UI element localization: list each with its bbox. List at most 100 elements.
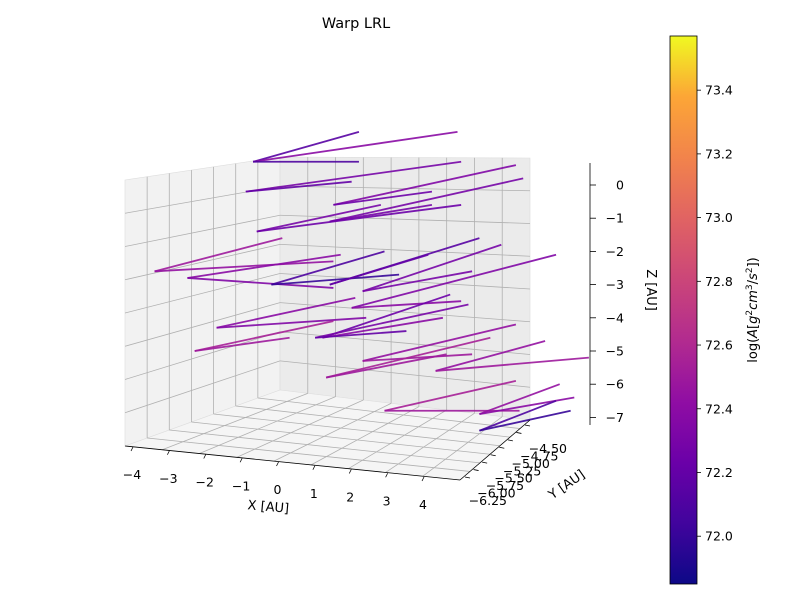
vector (154, 237, 283, 273)
colorbar-tick-label: 72.4 (705, 401, 733, 416)
x-tick-label: 0 (274, 482, 282, 497)
vector (252, 130, 458, 163)
grid-line (273, 402, 392, 462)
grid-line (169, 429, 481, 464)
grid-line (162, 392, 308, 451)
x-ticks: −4 −3 −2 −1 0 1 2 3 4 (123, 446, 427, 512)
vector (216, 316, 367, 329)
colorbar-label-part: 3 (745, 284, 755, 290)
colorbar-label-part: 2 (745, 267, 755, 273)
y-tick-mark (473, 469, 479, 471)
colorbar-tick-label: 73.4 (705, 83, 733, 98)
x-axis-label: X [AU] (247, 498, 290, 517)
vector (479, 383, 561, 415)
z-axis-label: Z [AU] (643, 269, 658, 311)
x-tick-label: −1 (232, 478, 250, 493)
vector (314, 303, 469, 339)
x-tick-label: 3 (383, 493, 391, 508)
vector (329, 177, 524, 223)
x-tick-mark (312, 465, 316, 470)
vector (325, 336, 491, 379)
y-tick-label: −4.75 (520, 448, 558, 463)
y-tick-mark (507, 439, 513, 442)
chart-title: Warp LRL (322, 16, 390, 32)
y-tick-label: −4.50 (529, 441, 567, 456)
y-axis-label: Y [AU] (545, 467, 588, 503)
vector (435, 356, 589, 372)
grid-line (310, 406, 420, 466)
grid-line (147, 437, 471, 472)
y-tick-mark (524, 424, 531, 427)
grid-line (236, 399, 364, 458)
x-tick-label: −4 (123, 467, 141, 482)
vector (187, 277, 334, 289)
vector (271, 250, 385, 286)
colorbar-label-part: ]) (746, 257, 761, 267)
x-tick-mark (167, 450, 170, 455)
x-tick-label: 4 (419, 497, 427, 512)
x-axis-line (124, 445, 461, 481)
x-tick-mark (348, 469, 352, 474)
x-tick-label: −2 (196, 475, 214, 490)
z-ticks: 0 −1 −2 −3 −4 −5 −6 −7 (590, 178, 624, 425)
grid-line (279, 360, 531, 388)
vector (329, 253, 429, 286)
z-tick-label: −6 (606, 377, 624, 392)
colorbar-label-part: / (746, 279, 761, 284)
y-axis-line (459, 419, 531, 481)
colorbar-label-part: log( (746, 338, 761, 363)
colorbar-ticks: 72.0 72.2 72.4 72.6 72.8 73.0 73.2 73.4 (697, 83, 733, 544)
z-axis: 0 −1 −2 −3 −4 −5 −6 −7 Z [AU] (589, 163, 658, 425)
grid-line (348, 409, 447, 470)
vector (194, 336, 290, 352)
vector (333, 164, 517, 206)
grid-line (124, 243, 281, 281)
grid-line (235, 405, 511, 438)
y-ticks: −6.25−6.00−5.75−5.50−5.25−5.00−4.75−4.50 (464, 424, 567, 508)
y-tick-mark (490, 454, 496, 457)
back-pane (279, 156, 531, 421)
z-tick-label: −4 (606, 310, 624, 325)
vector (245, 180, 352, 193)
colorbar-tick-label: 72.2 (705, 465, 733, 480)
vector (256, 204, 462, 233)
vector (325, 353, 447, 379)
y-tick-label: −5.25 (503, 463, 541, 478)
grid-line (124, 331, 281, 380)
colorbar-tick-label: 73.0 (705, 210, 733, 225)
y-tick-label: −5.75 (486, 478, 524, 493)
grid-line (124, 302, 281, 347)
vector (351, 253, 557, 309)
grid-lines (124, 157, 531, 477)
vector (479, 396, 575, 415)
grid-line (385, 413, 475, 473)
colorbar-label: log(A[g2cm3/s2]) (745, 257, 761, 362)
vector (435, 340, 546, 372)
y-tick-mark (516, 432, 522, 434)
vector (252, 131, 360, 163)
colorbar-label-part: cm (746, 290, 761, 310)
colorbar-tick-label: 72.6 (705, 338, 733, 353)
colorbar-tick-label: 72.8 (705, 274, 733, 289)
grid-line (191, 421, 491, 455)
grid-line (124, 273, 281, 314)
colorbar-tick-label: 73.2 (705, 146, 733, 161)
vector (362, 323, 517, 362)
x-tick-label: 1 (310, 486, 318, 501)
vector (216, 297, 356, 329)
x-axis: −4 −3 −2 −1 0 1 2 3 4 X [AU] (123, 445, 461, 517)
grid-line (213, 413, 501, 447)
x-tick-mark (276, 461, 279, 467)
axes-3d (124, 156, 531, 481)
grid-line (279, 214, 531, 224)
grid-line (279, 243, 531, 257)
vector (479, 399, 557, 432)
colorbar-label-part: A (746, 329, 761, 339)
x-tick-mark (239, 458, 243, 463)
y-tick-mark (464, 476, 471, 479)
vector (362, 353, 473, 362)
colorbar-gradient (669, 35, 698, 585)
vector (187, 253, 341, 279)
z-tick-label: −3 (606, 277, 624, 292)
